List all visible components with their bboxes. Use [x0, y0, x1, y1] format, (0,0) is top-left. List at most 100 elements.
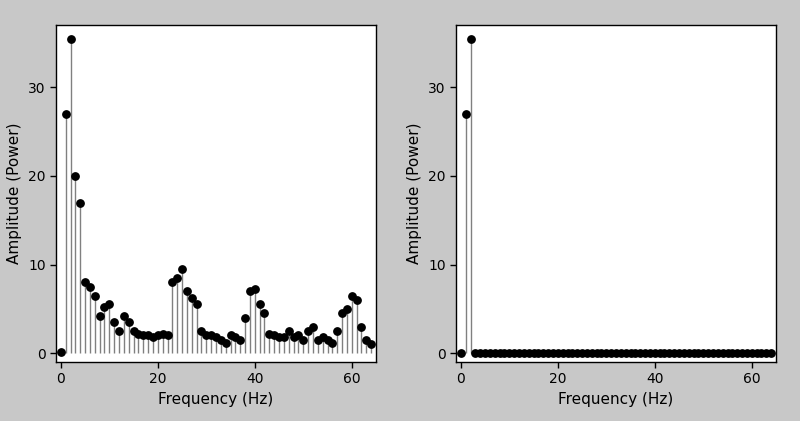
Point [605, 350, 618, 357]
Point [610, 350, 622, 357]
Point [459, 111, 472, 117]
Point [219, 339, 232, 346]
Point [88, 292, 101, 299]
Point [94, 313, 106, 320]
Point [210, 334, 222, 341]
Point [702, 350, 714, 357]
Point [151, 332, 164, 339]
Point [581, 350, 594, 357]
Point [161, 332, 174, 339]
Point [64, 35, 77, 42]
Point [229, 334, 242, 341]
Point [54, 349, 67, 356]
Point [341, 306, 354, 312]
Point [571, 350, 584, 357]
Point [464, 35, 477, 42]
Point [566, 350, 578, 357]
Point [326, 339, 338, 346]
Point [331, 328, 344, 334]
Point [287, 334, 300, 341]
Point [663, 350, 676, 357]
Point [590, 350, 603, 357]
Point [186, 295, 198, 301]
Point [746, 350, 758, 357]
Point [273, 334, 286, 341]
Point [78, 279, 91, 286]
Point [546, 350, 559, 357]
X-axis label: Frequency (Hz): Frequency (Hz) [158, 392, 274, 407]
Point [234, 336, 246, 343]
Point [687, 350, 700, 357]
Point [113, 328, 126, 334]
Point [726, 350, 738, 357]
Point [302, 328, 314, 334]
Point [346, 292, 358, 299]
Point [736, 350, 749, 357]
Point [648, 350, 661, 357]
Point [673, 350, 686, 357]
Point [156, 330, 169, 337]
Point [137, 332, 150, 339]
Point [365, 341, 378, 348]
Point [278, 334, 290, 341]
Point [483, 350, 496, 357]
Point [98, 304, 111, 310]
Point [731, 350, 744, 357]
Point [103, 301, 116, 308]
Y-axis label: Amplitude (Power): Amplitude (Power) [407, 123, 422, 264]
Point [316, 334, 329, 341]
Point [654, 350, 666, 357]
Point [238, 314, 251, 321]
Point [474, 350, 486, 357]
Point [721, 350, 734, 357]
Point [508, 350, 521, 357]
Point [532, 350, 545, 357]
Point [498, 350, 511, 357]
Point [716, 350, 729, 357]
Point [619, 350, 632, 357]
Point [146, 334, 159, 341]
Point [595, 350, 608, 357]
Point [624, 350, 637, 357]
Point [697, 350, 710, 357]
Point [214, 336, 227, 343]
Point [282, 328, 295, 334]
Point [542, 350, 554, 357]
Point [634, 350, 646, 357]
Point [760, 350, 773, 357]
Point [127, 328, 140, 334]
Point [454, 350, 467, 357]
Point [658, 350, 671, 357]
Point [556, 350, 569, 357]
Point [171, 274, 184, 281]
Point [59, 111, 72, 117]
Point [469, 350, 482, 357]
Point [706, 350, 719, 357]
Point [248, 286, 261, 293]
Point [263, 330, 276, 337]
Point [360, 336, 373, 343]
Point [243, 288, 256, 295]
Y-axis label: Amplitude (Power): Amplitude (Power) [7, 123, 22, 264]
Point [765, 350, 778, 357]
Point [268, 332, 281, 339]
Point [83, 283, 96, 290]
Point [711, 350, 724, 357]
Point [522, 350, 535, 357]
Point [132, 330, 145, 337]
Point [108, 319, 121, 325]
Point [692, 350, 705, 357]
Point [69, 173, 82, 179]
Point [586, 350, 598, 357]
Point [200, 332, 213, 339]
Point [311, 336, 324, 343]
Point [122, 319, 135, 325]
Point [678, 350, 690, 357]
Point [643, 350, 656, 357]
Point [254, 301, 266, 308]
Point [537, 350, 550, 357]
Point [224, 332, 237, 339]
Point [190, 301, 203, 308]
Point [513, 350, 526, 357]
Point [668, 350, 681, 357]
